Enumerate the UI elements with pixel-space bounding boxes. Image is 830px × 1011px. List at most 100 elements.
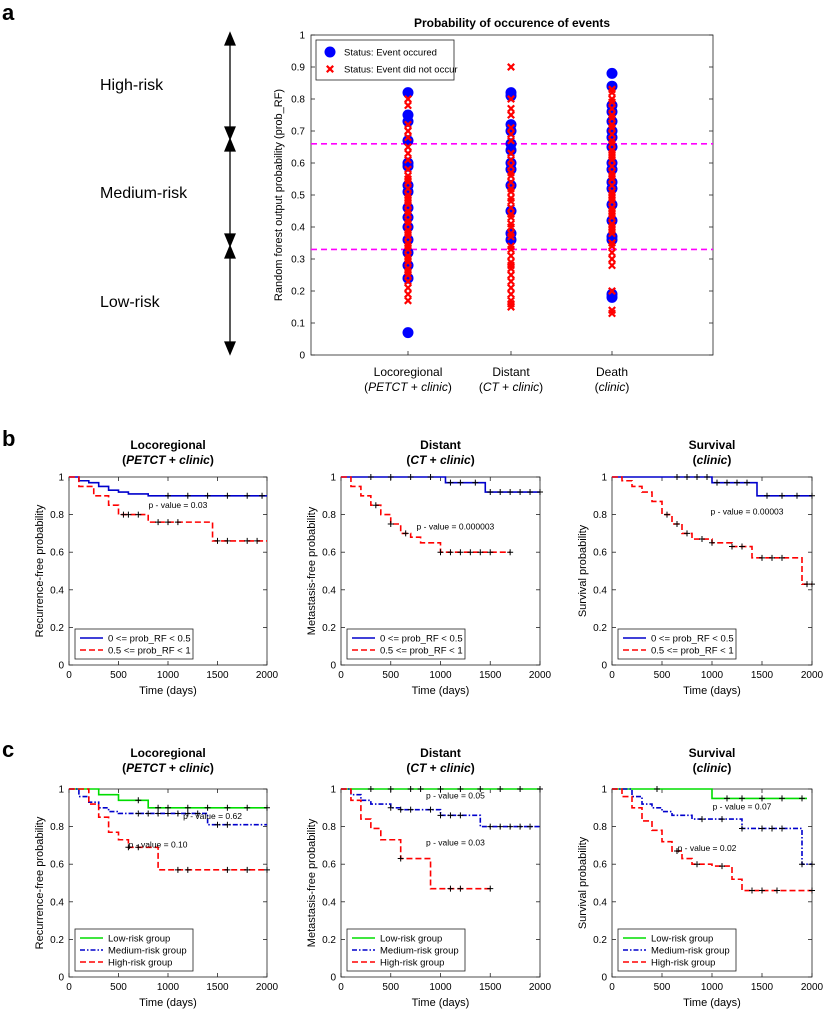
censor-mark <box>774 887 780 894</box>
censor-mark <box>417 786 424 792</box>
censor-mark <box>367 786 374 792</box>
censor-mark <box>214 821 221 828</box>
censor-mark <box>447 812 454 819</box>
no-event-point <box>608 213 616 222</box>
category-sublabel: (PETCT + clinic) <box>364 380 452 394</box>
y-axis-label: Recurrence-free probability <box>34 816 46 949</box>
x-tick-label: 500 <box>382 982 399 993</box>
y-tick-label: 0.6 <box>322 548 336 559</box>
x-tick-label: 2000 <box>801 982 824 993</box>
censor-mark <box>457 885 464 892</box>
x-tick-label: 2000 <box>529 982 552 993</box>
censor-mark <box>472 479 479 486</box>
y-tick-label: 0 <box>601 973 607 984</box>
y-tick-label: 0 <box>299 351 305 362</box>
censor-mark <box>527 823 534 830</box>
y-axis-label: Survival probability <box>577 836 589 929</box>
panel-b-distant: Distant(CT + clinic) 0 0.2 0.4 0.6 0.8 1 0 500 10… <box>306 438 552 697</box>
censor-mark <box>244 537 251 544</box>
censor-mark <box>437 786 444 792</box>
no-event-point <box>608 98 616 107</box>
x-tick-label: 1500 <box>479 982 502 993</box>
no-event-point <box>608 255 616 263</box>
no-event-point <box>507 162 515 171</box>
censor-mark <box>759 554 765 561</box>
legend-label: 0.5 <= prob_RF < 1 <box>108 645 191 656</box>
censor-mark <box>244 866 251 873</box>
y-tick-label: 0.2 <box>322 935 336 946</box>
censor-mark <box>155 810 162 817</box>
censor-mark <box>447 549 454 556</box>
censor-mark <box>184 866 191 873</box>
censor-mark <box>694 474 700 480</box>
x-tick-label: 1000 <box>701 982 724 993</box>
censor-mark <box>699 536 705 543</box>
x-tick-label: 2000 <box>529 670 552 681</box>
censor-mark <box>165 804 171 811</box>
x-tick-label: 2000 <box>256 670 279 681</box>
censor-mark <box>457 786 464 792</box>
censor-mark <box>674 474 680 480</box>
censor-mark <box>487 489 494 496</box>
panel-letter-a: a <box>2 0 15 25</box>
no-event-point <box>608 139 616 148</box>
x-tick-label: 1000 <box>429 982 452 993</box>
censor-mark <box>517 823 524 830</box>
y-tick-label: 0.8 <box>322 822 336 833</box>
censor-mark <box>739 795 745 802</box>
x-tick-label: 2000 <box>256 982 279 993</box>
y-tick-label: 1 <box>330 473 336 484</box>
no-event-point <box>404 271 412 279</box>
censor-mark <box>259 492 266 499</box>
no-event-point <box>608 181 616 190</box>
censor-mark <box>739 543 745 550</box>
event-point <box>402 115 414 127</box>
x-tick-label: 1000 <box>701 670 724 681</box>
legend-label: High-risk group <box>380 957 444 968</box>
censor-mark <box>135 797 142 804</box>
censor-mark <box>769 825 775 832</box>
legend-label: 0 <= prob_RF < 0.5 <box>651 633 734 644</box>
y-tick-label: 0 <box>58 661 64 672</box>
p-value-annotation: p - value = 0.03 <box>148 500 207 510</box>
chart-title-line1: Distant <box>420 746 461 760</box>
p-value-annotation: p - value = 0.000003 <box>417 522 495 532</box>
no-event-point <box>404 210 412 219</box>
y-tick-label: 0.7 <box>291 127 305 138</box>
p-value-annotation: p - value = 0.10 <box>129 839 188 849</box>
censor-mark <box>694 861 700 868</box>
no-event-point <box>404 155 412 164</box>
legend-box <box>346 628 466 660</box>
panel-a-scatter: Probability of occurence of events 0 0.1 0.… <box>273 16 714 394</box>
y-tick-label: 0.8 <box>291 95 305 106</box>
censor-mark <box>387 786 394 792</box>
censor-mark <box>537 786 543 792</box>
censor-mark <box>397 855 404 862</box>
censor-mark <box>407 474 414 480</box>
censor-mark <box>135 511 142 518</box>
risk-label-high: High-risk <box>100 77 164 94</box>
x-tick-label: 500 <box>110 982 127 993</box>
no-event-point <box>507 303 515 311</box>
no-event-point <box>404 219 412 228</box>
censor-mark <box>224 537 231 544</box>
y-axis-label: Metastasis-free probability <box>306 818 318 947</box>
no-event-point <box>507 111 515 119</box>
no-event-point <box>507 95 515 103</box>
censor-mark <box>487 549 494 556</box>
censor-mark <box>427 474 434 480</box>
arrow-medium-bottom-head <box>224 233 236 248</box>
event-point <box>505 125 517 137</box>
y-tick-label: 0.4 <box>593 897 607 908</box>
chart-title-line2: (CT + clinic) <box>406 453 474 467</box>
category-sublabel: (clinic) <box>595 380 630 394</box>
y-tick-label: 0 <box>330 661 336 672</box>
censor-mark <box>184 492 191 499</box>
chart-title-line1: Survival <box>689 438 736 452</box>
x-tick-label: 1500 <box>751 670 774 681</box>
chart-title-line2: (PETCT + clinic) <box>122 761 214 775</box>
y-tick-label: 0.1 <box>291 319 305 330</box>
y-tick-label: 1 <box>601 785 607 796</box>
censor-mark <box>779 825 785 832</box>
